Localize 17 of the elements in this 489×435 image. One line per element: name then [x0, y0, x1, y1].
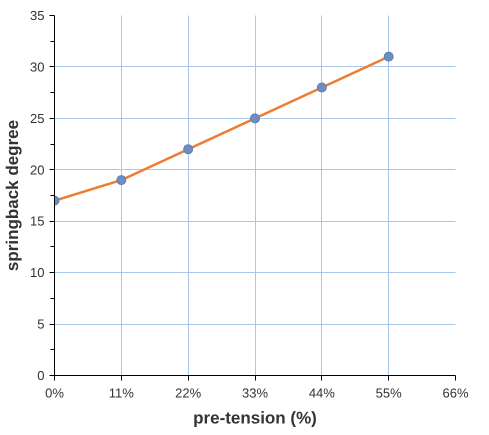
x-tick-label: 44% [308, 386, 336, 400]
x-tick-label: 0% [45, 386, 64, 400]
y-tick-label: 0 [37, 368, 45, 383]
y-tick-label: 25 [30, 110, 45, 126]
x-axis-title: pre-tension (%) [193, 408, 317, 428]
y-tick-label: 5 [37, 316, 45, 332]
y-tick-label: 10 [30, 265, 45, 280]
y-tick-label: 20 [30, 162, 45, 178]
y-axis-title: springback degree [3, 120, 22, 272]
x-tick-label: 66% [442, 386, 469, 400]
x-tick-label: 55% [376, 386, 402, 400]
y-tick-label: 35 [30, 8, 45, 23]
x-tick-label: 33% [242, 386, 268, 400]
y-tick-label: 30 [30, 59, 45, 74]
y-tick-label: 15 [30, 214, 45, 229]
x-tick-label: 22% [175, 386, 202, 400]
x-tick-label: 11% [108, 386, 134, 400]
